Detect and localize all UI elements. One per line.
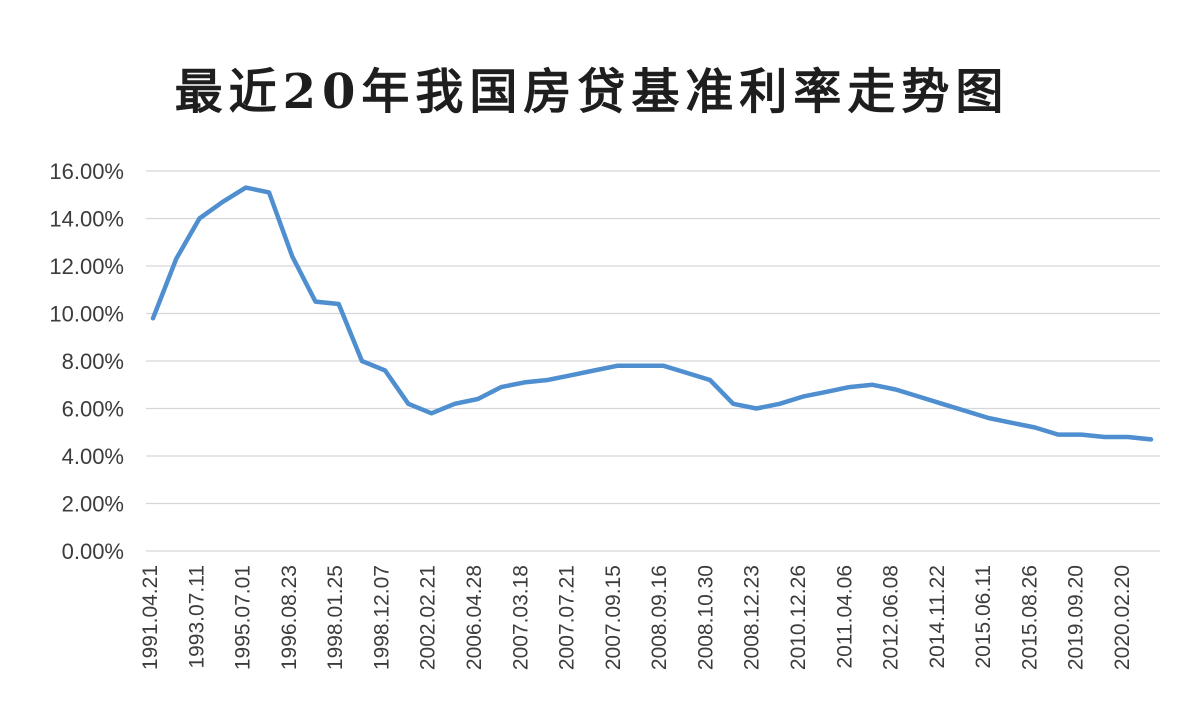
- x-tick-label: 2007.07.21: [556, 565, 579, 670]
- x-tick-label: 2008.09.16: [648, 565, 671, 670]
- x-tick-label: 2015.06.11: [972, 565, 995, 669]
- x-axis-tick-labels: 1991.04.21 1993.07.11 1995.07.01 1996.08.23…: [139, 565, 1134, 670]
- y-tick-label: 2.00%: [62, 492, 124, 517]
- x-tick-label: 2007.03.18: [509, 565, 532, 670]
- y-tick-label: 16.00%: [49, 159, 124, 184]
- x-tick-label: 2006.04.28: [463, 565, 486, 670]
- x-tick-label: 2007.09.15: [602, 565, 625, 670]
- y-tick-label: 6.00%: [62, 397, 124, 422]
- x-tick-label: 2008.12.23: [741, 565, 764, 670]
- y-tick-label: 8.00%: [62, 349, 124, 374]
- gridlines: [146, 170, 1160, 552]
- x-tick-label: 2015.08.26: [1018, 565, 1041, 670]
- x-tick-label: 1995.07.01: [232, 565, 255, 670]
- x-tick-label: 1998.12.07: [370, 565, 393, 670]
- x-tick-label: 2012.06.08: [880, 565, 903, 670]
- chart-title: 最近20年我国房贷基准利率走势图: [174, 64, 1010, 120]
- y-tick-label: 4.00%: [62, 444, 124, 469]
- x-tick-label: 2002.02.21: [417, 565, 440, 670]
- x-tick-label: 1991.04.21: [139, 565, 162, 670]
- y-tick-label: 14.00%: [49, 207, 124, 232]
- series-line: [150, 185, 1154, 442]
- y-tick-label: 10.00%: [49, 302, 124, 327]
- x-tick-label: 2014.11.22: [926, 565, 949, 669]
- x-tick-label: 1993.07.11: [185, 565, 208, 669]
- x-tick-label: 2019.09.20: [1065, 565, 1088, 670]
- x-tick-label: 2011.04.06: [833, 565, 856, 669]
- x-tick-label: 2020.02.20: [1111, 565, 1134, 670]
- y-tick-label: 12.00%: [49, 254, 124, 279]
- series-layer: [150, 185, 1154, 442]
- x-tick-label: 2008.10.30: [694, 565, 717, 670]
- y-tick-label: 0.00%: [62, 539, 124, 564]
- x-tick-label: 1996.08.23: [278, 565, 301, 670]
- y-axis-tick-labels: 0.00% 2.00% 4.00% 6.00% 8.00% 10.00% 12.00% 14.…: [49, 159, 124, 564]
- x-tick-label: 1998.01.25: [324, 565, 347, 670]
- x-tick-label: 2010.12.26: [787, 565, 810, 670]
